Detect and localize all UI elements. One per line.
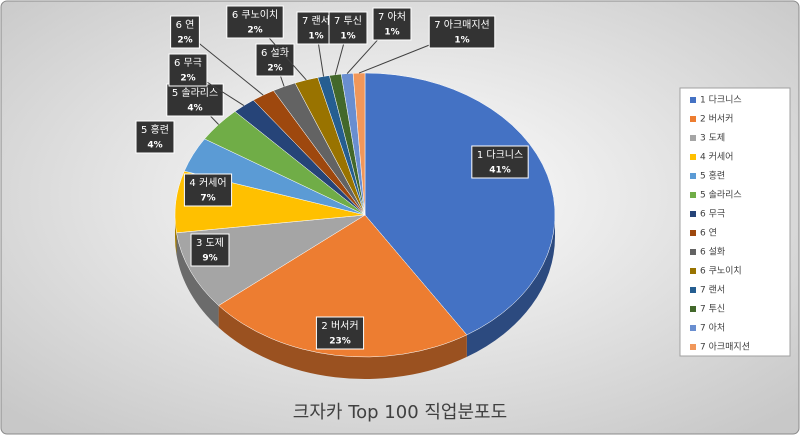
data-label: 2 버서커 23% bbox=[315, 316, 365, 350]
legend-swatch bbox=[690, 325, 696, 331]
legend-label: 4 커세어 bbox=[700, 152, 733, 163]
data-label-name: 5 홍련 bbox=[141, 123, 169, 136]
legend-swatch bbox=[690, 287, 696, 293]
slice bbox=[364, 72, 556, 336]
legend-label: 2 버서커 bbox=[700, 114, 733, 125]
data-label-box bbox=[428, 15, 496, 49]
legend-swatch bbox=[690, 135, 696, 141]
legend-label: 7 아크매지션 bbox=[700, 342, 750, 353]
data-label-name: 5 솔라리스 bbox=[172, 87, 218, 99]
legend-swatch bbox=[690, 344, 696, 350]
data-label-value: 7% bbox=[200, 194, 215, 204]
data-label-name: 6 설화 bbox=[261, 47, 289, 59]
legend-swatch bbox=[690, 173, 696, 179]
data-label: 1 다크니스 41% bbox=[471, 145, 529, 179]
legend-swatch bbox=[690, 116, 696, 122]
legend-label: 1 다크니스 bbox=[700, 95, 742, 106]
data-label-value: 4% bbox=[147, 141, 162, 151]
data-label-box bbox=[190, 233, 230, 267]
slice bbox=[218, 214, 468, 358]
data-label-name: 7 아크매지션 bbox=[434, 19, 490, 31]
data-label-value: 2% bbox=[267, 64, 282, 74]
data-label-box bbox=[255, 43, 295, 77]
legend-swatch bbox=[690, 97, 696, 103]
data-label-value: 23% bbox=[329, 337, 351, 347]
slice-side bbox=[176, 232, 219, 328]
legend-swatch bbox=[690, 230, 696, 236]
data-label-box bbox=[328, 11, 368, 45]
data-label-value: 1% bbox=[384, 28, 399, 38]
data-label-box bbox=[372, 7, 412, 41]
data-label-value: 2% bbox=[180, 74, 195, 84]
data-label-name: 6 연 bbox=[176, 19, 195, 31]
data-label: 6 설화 2% bbox=[255, 43, 295, 77]
legend-swatch bbox=[690, 192, 696, 198]
legend-label: 7 투신 bbox=[700, 304, 725, 315]
legend-label: 6 쿠노이치 bbox=[700, 265, 742, 277]
data-label: 5 솔라리스 4% bbox=[166, 83, 224, 117]
legend-label: 5 홍련 bbox=[700, 170, 725, 182]
data-label-box bbox=[226, 5, 284, 39]
data-label: 6 무극 2% bbox=[168, 53, 208, 87]
data-label-name: 6 무극 bbox=[174, 57, 202, 69]
data-label-name: 7 투신 bbox=[334, 15, 362, 27]
data-label-value: 1% bbox=[454, 36, 469, 46]
data-label-value: 2% bbox=[247, 26, 262, 36]
data-label-box bbox=[471, 145, 529, 179]
data-label: 3 도제 9% bbox=[190, 233, 230, 267]
data-label-value: 4% bbox=[187, 104, 202, 114]
legend-label: 3 도제 bbox=[700, 133, 725, 144]
data-label: 5 홍련 4% bbox=[135, 120, 175, 154]
legend-swatch bbox=[690, 211, 696, 217]
data-label-name: 1 다크니스 bbox=[477, 149, 523, 161]
data-label: 7 아크매지션 1% bbox=[428, 15, 496, 49]
legend-label: 6 연 bbox=[700, 228, 717, 239]
data-label-box bbox=[168, 53, 208, 87]
legend-swatch bbox=[690, 268, 696, 274]
data-label-box bbox=[135, 120, 175, 154]
legend-label: 5 솔라리스 bbox=[700, 190, 742, 201]
data-label-box bbox=[183, 173, 233, 207]
data-label: 6 연 2% bbox=[170, 15, 200, 49]
data-label: 4 커세어 7% bbox=[183, 173, 233, 207]
legend-box bbox=[679, 87, 791, 357]
legend-swatch bbox=[690, 249, 696, 255]
data-label-value: 1% bbox=[308, 32, 323, 42]
legend-swatch bbox=[690, 154, 696, 160]
data-label-name: 2 버서커 bbox=[321, 320, 358, 332]
data-label-box bbox=[170, 15, 200, 49]
legend-label: 6 무극 bbox=[700, 209, 725, 220]
data-label: 7 투신 1% bbox=[328, 11, 368, 45]
data-label-value: 41% bbox=[489, 166, 511, 176]
data-label-name: 4 커세어 bbox=[189, 177, 226, 189]
slice-side bbox=[466, 215, 555, 357]
legend-swatch bbox=[690, 306, 696, 312]
data-label: 7 아처 1% bbox=[372, 7, 412, 41]
data-label: 6 쿠노이치 2% bbox=[226, 5, 284, 39]
data-label-name: 3 도제 bbox=[196, 237, 224, 249]
data-label-name: 6 쿠노이치 bbox=[232, 9, 278, 21]
data-label-value: 9% bbox=[202, 254, 217, 264]
data-label-box bbox=[166, 83, 224, 117]
legend-label: 7 아처 bbox=[700, 322, 725, 334]
slice-side bbox=[218, 305, 467, 379]
data-label-name: 7 랜서 bbox=[302, 15, 330, 27]
data-label-name: 7 아처 bbox=[378, 11, 406, 23]
legend-label: 6 설화 bbox=[700, 247, 725, 258]
data-label-value: 1% bbox=[340, 32, 355, 42]
chart-title: 크자카 Top 100 직업분포도 bbox=[293, 402, 507, 423]
data-label-box bbox=[315, 316, 365, 350]
data-label-value: 2% bbox=[177, 36, 192, 46]
legend-label: 7 랜서 bbox=[700, 285, 725, 296]
